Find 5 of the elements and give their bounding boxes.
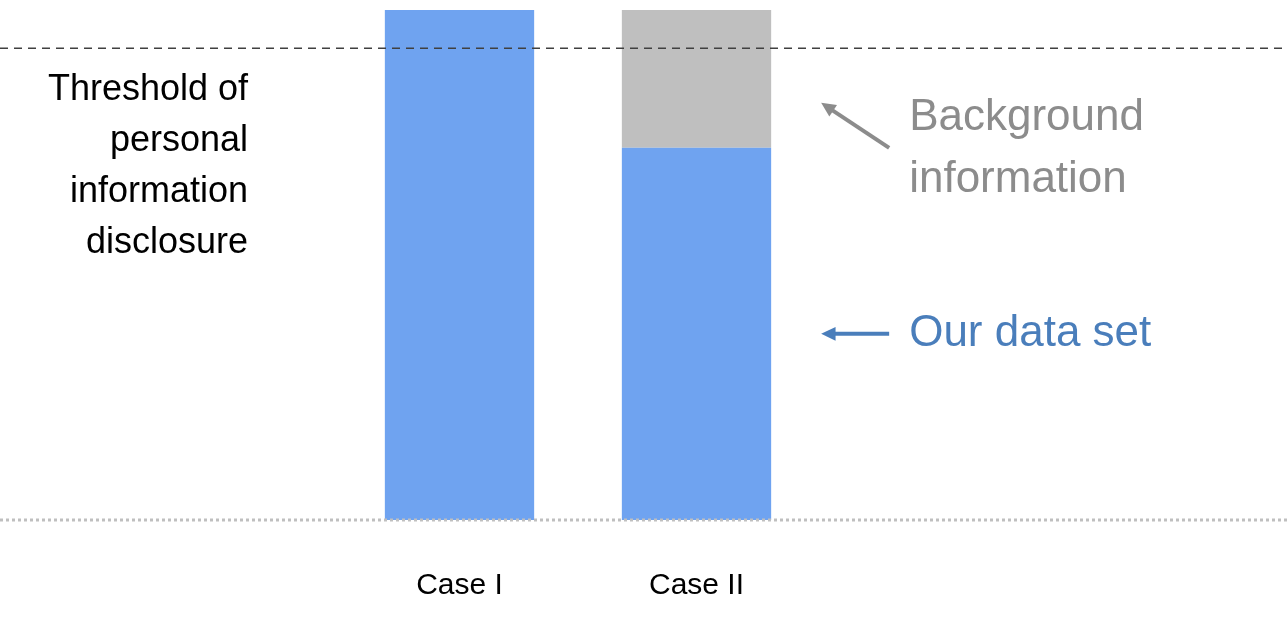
x-tick-label: Case I [416,567,503,601]
x-tick-label: Case II [648,567,745,601]
ref-line-label: Threshold of personal information disclosure [47,67,249,262]
text: Background information [909,89,1144,201]
text: Our data set [909,305,1152,355]
